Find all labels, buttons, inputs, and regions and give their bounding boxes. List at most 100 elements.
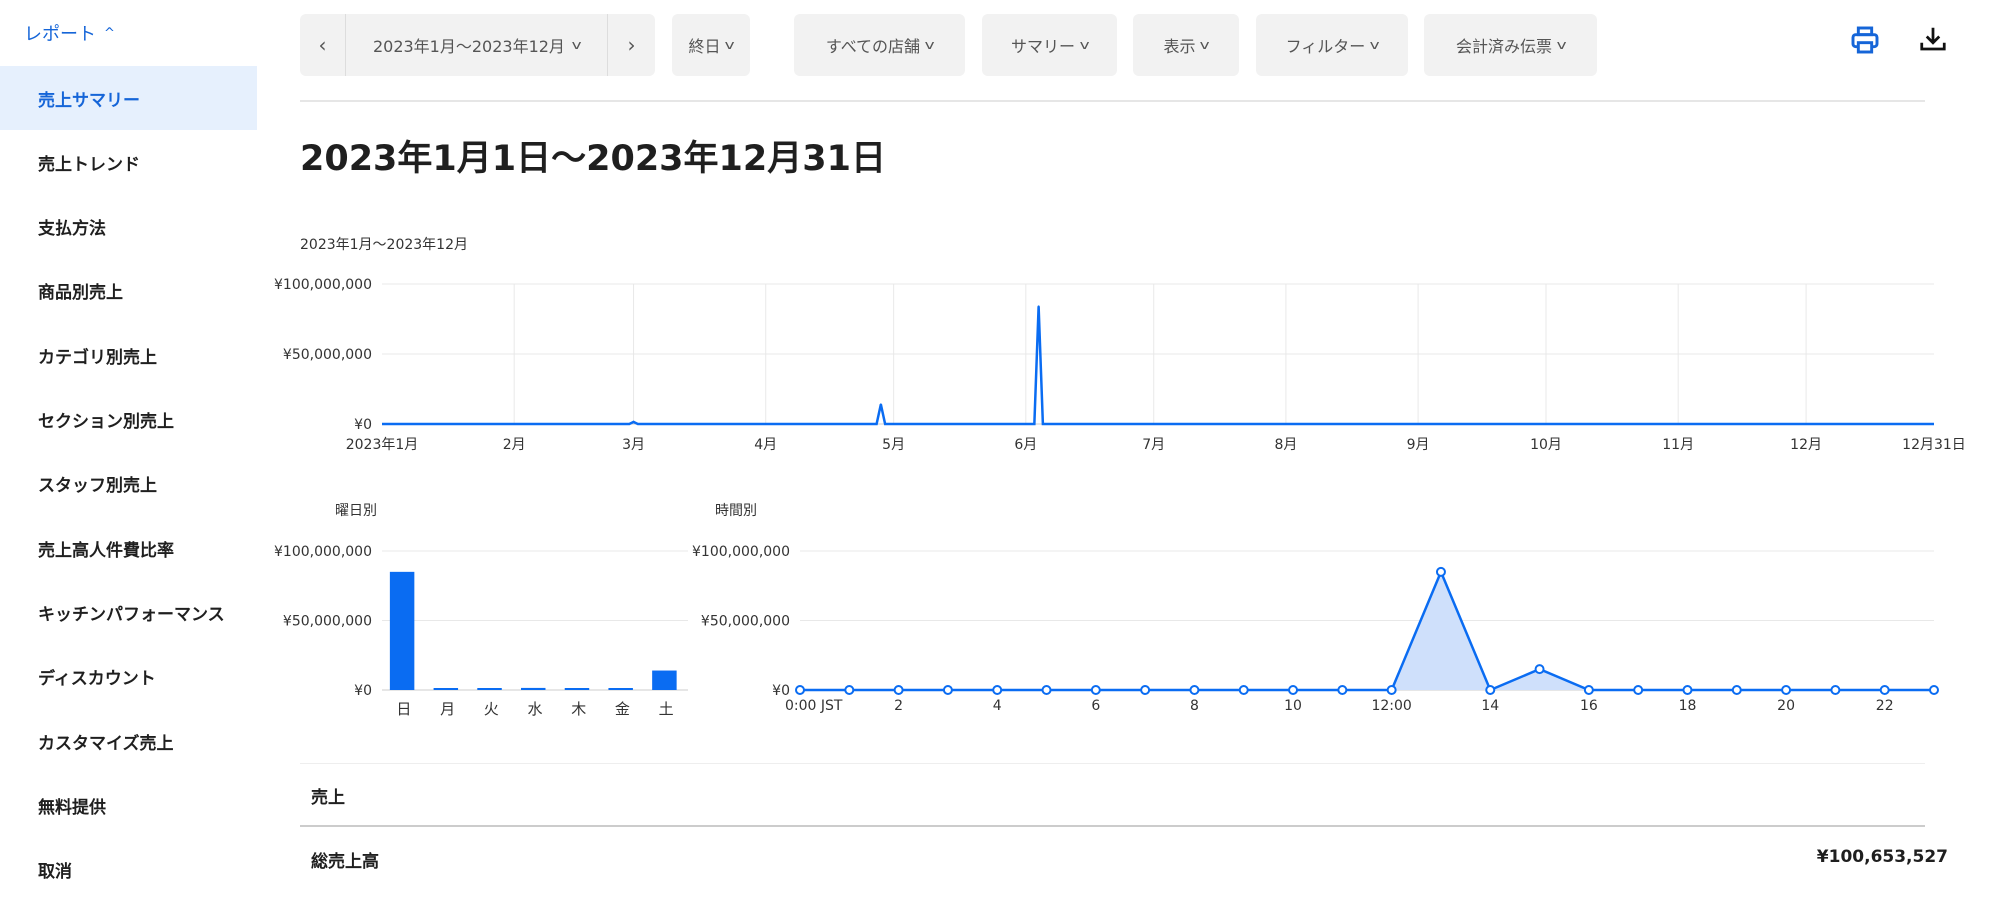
prev-period-button[interactable]: ‹ (300, 14, 346, 76)
x-tick-label: 6月 (1014, 437, 1037, 453)
x-tick-label: 22 (1876, 698, 1894, 714)
y-tick-label: ¥0 (354, 417, 372, 433)
date-range-dropdown[interactable]: 2023年1月〜2023年12月 v (346, 14, 608, 76)
chevron-up-icon: ^ (104, 25, 115, 41)
hourly-point (1337, 685, 1348, 695)
sidebar-item[interactable]: 売上トレンド (38, 154, 140, 175)
weekday-bar (389, 571, 415, 690)
stores-dropdown[interactable]: すべての店舗 v (794, 14, 965, 76)
hourly-point (795, 685, 805, 695)
hourly-point (1041, 685, 1052, 695)
x-tick-label: 9月 (1407, 437, 1430, 453)
hourly-point (942, 685, 953, 695)
download-button[interactable] (1918, 24, 1948, 58)
sidebar-item[interactable]: 売上サマリー (0, 66, 257, 130)
hourly-point (1435, 566, 1446, 577)
toolbar-divider (300, 100, 1925, 102)
hourly-chart-subtitle: 時間別 (715, 503, 757, 519)
sidebar-item[interactable]: 商品別売上 (38, 283, 123, 304)
sidebar-item[interactable]: カスタマイズ売上 (38, 733, 174, 754)
print-icon (1851, 26, 1879, 54)
y-tick-label: ¥50,000,000 (701, 614, 790, 630)
x-tick-label: 0:00 JST (785, 698, 843, 714)
hourly-point (1830, 685, 1841, 695)
hourly-point (1189, 685, 1200, 695)
weekday-bar (564, 688, 590, 690)
next-period-button[interactable]: › (608, 14, 655, 76)
sidebar-item[interactable]: 取消 (38, 862, 72, 883)
sidebar-item[interactable]: 無料提供 (38, 797, 106, 818)
date-range-group: ‹ 2023年1月〜2023年12月 v › (300, 14, 655, 76)
x-tick-label: 10月 (1530, 437, 1562, 453)
hourly-point (1781, 685, 1792, 695)
trend-chart-subtitle: 2023年1月〜2023年12月 (300, 237, 468, 253)
chevron-down-icon: v (924, 38, 935, 52)
receipts-dropdown[interactable]: 会計済み伝票 v (1424, 14, 1597, 76)
sidebar-item[interactable]: セクション別売上 (38, 412, 174, 432)
hourly-point (1682, 685, 1693, 695)
sidebar-header: レポート (24, 24, 96, 45)
hourly-point (844, 685, 855, 695)
x-tick-label: 11月 (1662, 437, 1694, 453)
download-icon (1920, 27, 1946, 51)
sidebar-item[interactable]: キッチンパフォーマンス (38, 604, 225, 625)
hourly-point (1731, 685, 1742, 695)
hourly-area (800, 571, 1934, 690)
sidebar-item[interactable]: スタッフ別売上 (38, 476, 157, 497)
time-dropdown[interactable]: 終日 v (672, 14, 750, 76)
hourly-point (1386, 685, 1397, 695)
sidebar: レポート ^ 売上サマリー売上トレンド 支払方法商品別売上カテゴリ別売上 セクション… (0, 0, 257, 887)
filter-dropdown[interactable]: フィルター v (1256, 14, 1408, 76)
total-sales-label: 総売上高 (311, 852, 379, 872)
weekday-bar (608, 688, 633, 690)
x-tick-label: 火 (484, 700, 499, 718)
y-tick-label: ¥0 (772, 683, 790, 699)
chevron-down-icon: v (571, 38, 582, 52)
page-title: 2023年1月1日〜2023年12月31日 (300, 139, 886, 179)
hourly-point (1288, 685, 1299, 695)
trend-line (382, 306, 1934, 426)
y-tick-label: ¥0 (354, 683, 372, 699)
chevron-down-icon: v (1079, 38, 1090, 52)
trend-point (1037, 305, 1040, 308)
display-dropdown[interactable]: 表示 v (1133, 14, 1239, 76)
print-button[interactable] (1849, 24, 1881, 60)
hourly-point (1534, 664, 1545, 675)
display-label: 表示 (1163, 37, 1196, 56)
weekday-bar (521, 687, 546, 690)
x-tick-label: 10 (1284, 698, 1302, 714)
chevron-right-icon: › (627, 33, 636, 57)
x-tick-label: 4月 (754, 437, 777, 453)
x-tick-label: 8 (1190, 698, 1199, 714)
sales-section-label: 売上 (311, 788, 345, 808)
filter-label: フィルター (1285, 37, 1366, 56)
hourly-point (1929, 685, 1939, 695)
sidebar-item[interactable]: 支払方法 (38, 219, 106, 240)
chevron-down-icon: v (1200, 38, 1210, 52)
y-tick-label: ¥50,000,000 (283, 347, 372, 363)
summary-dropdown[interactable]: サマリー v (982, 14, 1117, 76)
section-divider (300, 763, 1925, 764)
x-tick-label: 木 (571, 700, 586, 718)
sidebar-item[interactable]: ディスカウント (38, 669, 156, 690)
weekday-bar (433, 688, 459, 690)
weekday-chart-subtitle: 曜日別 (335, 503, 377, 519)
x-tick-label: 2月 (503, 437, 526, 453)
sidebar-reports-toggle[interactable]: レポート ^ (24, 20, 115, 46)
summary-label: サマリー (1010, 37, 1075, 56)
sidebar-item[interactable]: カテゴリ別売上 (38, 347, 157, 368)
x-tick-label: 水 (527, 700, 542, 718)
hourly-point (1485, 685, 1496, 695)
x-tick-label: 8月 (1274, 437, 1297, 453)
x-tick-label: 2023年1月 (346, 437, 419, 453)
x-tick-label: 5月 (882, 437, 905, 453)
hourly-point (1583, 685, 1594, 695)
sidebar-item[interactable]: 売上高人件費比率 (38, 540, 174, 561)
x-tick-label: 3月 (622, 437, 645, 453)
x-tick-label: 12月 (1790, 437, 1822, 453)
hourly-point (1140, 685, 1151, 695)
weekday-bar (652, 670, 677, 690)
time-label: 終日 (688, 37, 721, 56)
x-tick-label: 2 (894, 698, 903, 714)
